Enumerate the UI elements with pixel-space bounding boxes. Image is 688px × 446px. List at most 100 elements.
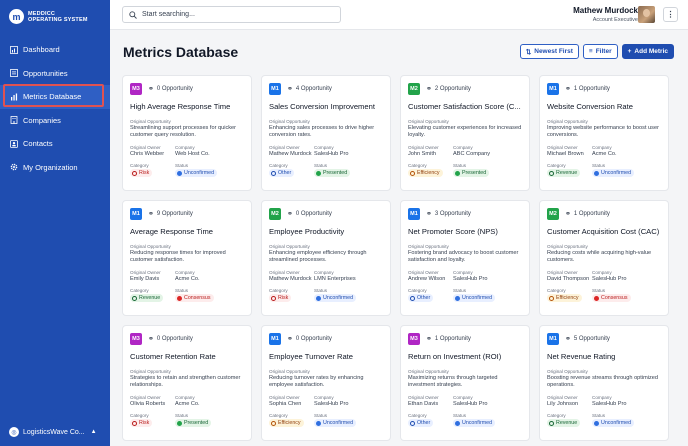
status-dot-icon — [177, 170, 182, 176]
metric-level-badge: M1 — [547, 333, 559, 345]
filter-button[interactable]: ≡ Filter — [582, 44, 618, 59]
metric-title[interactable]: Customer Retention Rate — [130, 352, 216, 361]
metric-title[interactable]: Employee Productivity — [269, 227, 345, 236]
metric-card[interactable]: M3 ⚭ 0 Opportunity High Average Response Ti… — [122, 75, 252, 191]
sidebar-item-my-organization[interactable]: My Organization — [0, 156, 110, 180]
organization-switcher[interactable]: ◎ LogisticsWave Co... ▲ — [9, 427, 97, 437]
opportunity-count-label: 9 Opportunity — [156, 211, 193, 217]
page-title: Metrics Database — [123, 44, 239, 60]
status-badge: Unconfirmed — [175, 169, 218, 177]
original-owner-label: Original Owner — [269, 145, 300, 150]
metric-card[interactable]: M1 ⚭ 1 Opportunity Website Conversion Rate O… — [539, 75, 669, 191]
metric-title[interactable]: Net Revenue Rating — [547, 352, 616, 361]
metric-title[interactable]: High Average Response Time — [130, 102, 231, 111]
metric-card[interactable]: M3 ⚭ 0 Opportunity Customer Retention Rate O… — [122, 325, 252, 441]
metric-level-badge: M3 — [130, 83, 142, 95]
metric-card[interactable]: M2 ⚭ 2 Opportunity Customer Satisfaction Sc… — [400, 75, 530, 191]
category-label: Category — [547, 288, 566, 293]
metric-level-badge: M2 — [269, 208, 281, 220]
company-name: SalesHub Pro — [453, 276, 488, 282]
status-dot-icon — [455, 295, 460, 301]
category-badge: Other — [408, 419, 434, 427]
opportunity-count-label: 3 Opportunity — [434, 211, 471, 217]
metric-level-badge: M3 — [130, 333, 142, 345]
sidebar-item-companies[interactable]: Companies — [0, 109, 110, 133]
metric-title[interactable]: Return on Investment (ROI) — [408, 352, 502, 361]
metric-description: Maximizing returns through targeted inve… — [408, 375, 498, 388]
company-label: Company — [314, 395, 334, 400]
status-dot-icon — [316, 170, 321, 176]
avatar[interactable] — [638, 6, 655, 23]
metric-title[interactable]: Average Response Time — [130, 227, 214, 236]
original-owner-label: Original Owner — [130, 270, 161, 275]
category-badge: Other — [269, 169, 295, 177]
opportunity-count: ⚭ 3 Opportunity — [426, 210, 471, 218]
top-bar: Start searching... Mathew Murdock Accoun… — [110, 0, 688, 30]
opportunity-count-label: 4 Opportunity — [295, 86, 332, 92]
category-label: Category — [130, 163, 149, 168]
metric-title[interactable]: Sales Conversion Improvement — [269, 102, 375, 111]
metric-card[interactable]: M1 ⚭ 3 Opportunity Net Promoter Score (NPS)… — [400, 200, 530, 316]
status-label: Status — [453, 163, 467, 168]
metric-card[interactable]: M1 ⚭ 9 Opportunity Average Response Time Ori… — [122, 200, 252, 316]
opportunity-count-label: 0 Opportunity — [156, 86, 193, 92]
category-dot-icon — [132, 295, 137, 301]
metric-description: Streamlining support processes for quick… — [130, 125, 237, 138]
metrics-grid: M3 ⚭ 0 Opportunity High Average Response Ti… — [122, 75, 675, 441]
metric-description: Strategies to retain and strengthen cust… — [130, 375, 241, 388]
original-opportunity-label: Original Opportunity — [547, 369, 588, 374]
category-value: Risk — [139, 420, 150, 426]
company-label: Company — [314, 270, 334, 275]
opportunity-count: ⚭ 1 Opportunity — [426, 335, 471, 343]
sidebar-item-metrics-database[interactable]: Metrics Database — [0, 85, 110, 109]
company-name: SalesHub Pro — [592, 401, 627, 407]
link-icon: ⚭ — [565, 86, 571, 93]
opportunity-count-label: 5 Opportunity — [573, 336, 610, 342]
opportunity-count: ⚭ 0 Opportunity — [287, 210, 332, 218]
metric-title[interactable]: Customer Acquisition Cost (CAC) — [547, 227, 660, 236]
status-label: Status — [175, 288, 189, 293]
original-owner-label: Original Owner — [269, 395, 300, 400]
opportunity-count: ⚭ 4 Opportunity — [287, 85, 332, 93]
metric-level-badge: M1 — [547, 83, 559, 95]
metric-title[interactable]: Net Promoter Score (NPS) — [408, 227, 498, 236]
sidebar-item-contacts[interactable]: Contacts — [0, 132, 110, 156]
category-badge: Risk — [130, 419, 153, 427]
category-badge: Revenue — [547, 419, 581, 427]
category-dot-icon — [410, 420, 415, 426]
original-opportunity-label: Original Opportunity — [269, 119, 310, 124]
add-metric-button[interactable]: + Add Metric — [621, 44, 674, 59]
metric-title[interactable]: Website Conversion Rate — [547, 102, 633, 111]
original-owner-label: Original Owner — [408, 270, 439, 275]
sidebar-item-label: Dashboard — [23, 45, 60, 55]
chart-icon — [9, 92, 18, 101]
metric-card[interactable]: M1 ⚭ 4 Opportunity Sales Conversion Improve… — [261, 75, 391, 191]
company-name: SalesHub Pro — [314, 151, 349, 157]
more-options-button[interactable]: ⋮ — [663, 7, 678, 22]
sidebar-item-opportunities[interactable]: Opportunities — [0, 62, 110, 86]
metric-level-badge: M2 — [408, 83, 420, 95]
status-badge: Unconfirmed — [592, 169, 635, 177]
metric-card[interactable]: M1 ⚭ 0 Opportunity Employee Turnover Rate Or… — [261, 325, 391, 441]
opportunity-count: ⚭ 0 Opportunity — [148, 85, 193, 93]
sidebar-item-dashboard[interactable]: Dashboard — [0, 38, 110, 62]
owner-name: Michael Brown — [547, 151, 584, 157]
app-logo[interactable]: m MEDDICC OPERATING SYSTEM — [9, 9, 88, 24]
sort-button[interactable]: ⇅ Newest First — [519, 44, 579, 59]
category-value: Efficiency — [556, 295, 579, 301]
search-input[interactable]: Start searching... — [122, 6, 341, 23]
original-opportunity-label: Original Opportunity — [408, 369, 449, 374]
metric-title[interactable]: Customer Satisfaction Score (C... — [408, 102, 521, 111]
category-badge: Risk — [269, 294, 292, 302]
original-opportunity-label: Original Opportunity — [130, 369, 171, 374]
metric-title[interactable]: Employee Turnover Rate — [269, 352, 353, 361]
original-owner-label: Original Owner — [547, 270, 578, 275]
status-label: Status — [175, 413, 189, 418]
metric-card[interactable]: M3 ⚭ 1 Opportunity Return on Investment (RO… — [400, 325, 530, 441]
status-badge: Consensus — [592, 294, 631, 302]
metric-card[interactable]: M2 ⚭ 0 Opportunity Employee Productivity Ori… — [261, 200, 391, 316]
metric-card[interactable]: M2 ⚭ 1 Opportunity Customer Acquisition Cos… — [539, 200, 669, 316]
metric-card[interactable]: M1 ⚭ 5 Opportunity Net Revenue Rating Origin… — [539, 325, 669, 441]
category-value: Revenue — [556, 170, 578, 176]
status-value: Unconfirmed — [462, 420, 493, 426]
